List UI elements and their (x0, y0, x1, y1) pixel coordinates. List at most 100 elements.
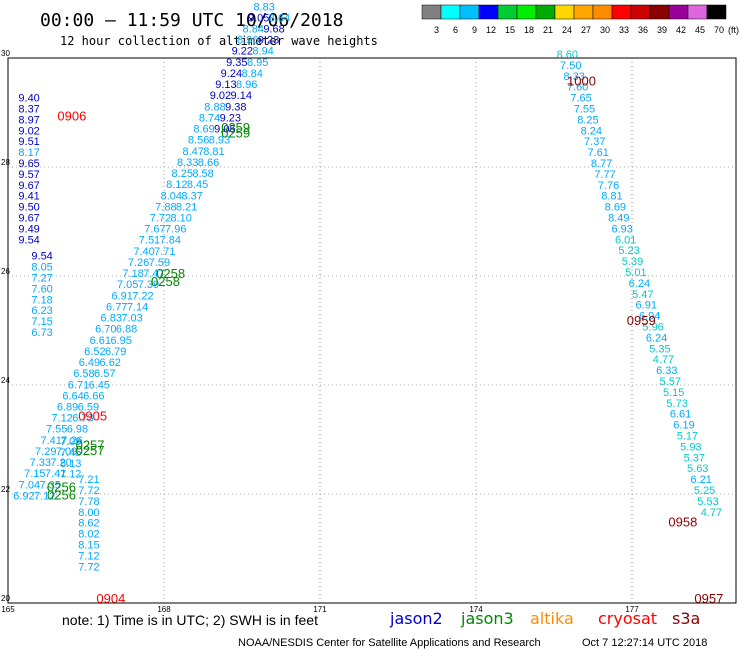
swh-value: 7.78 (78, 496, 99, 508)
footer-credit: NOAA/NESDIS Center for Satellite Applica… (238, 637, 541, 649)
legend: jason2 jason3 altika cryosat s3a (389, 609, 700, 628)
y-tick-label: 28 (1, 158, 10, 167)
swh-value: 8.25 (172, 168, 193, 180)
swh-value: 7.60 (31, 283, 52, 295)
x-tick-label: 171 (313, 605, 327, 614)
time-label: 0258 (151, 274, 180, 289)
swh-value: 5.73 (666, 398, 687, 410)
swh-value: 5.93 (680, 441, 701, 453)
time-label: 0259 (221, 120, 250, 135)
swh-value: 8.97 (18, 114, 39, 126)
swh-value: 9.23 (258, 35, 279, 47)
swh-value: 7.41 (41, 435, 62, 447)
colorbar-swatch (440, 4, 461, 20)
time-label: 0957 (694, 591, 723, 606)
swh-value: 5.53 (697, 496, 718, 508)
swh-value: 9.57 (18, 169, 39, 181)
legend-s3a: s3a (672, 609, 700, 628)
x-tick-label: 168 (157, 605, 171, 614)
swh-value: 7.59 (149, 257, 170, 269)
colorbar-label: 45 (695, 25, 705, 35)
swh-value: 7.21 (78, 474, 99, 486)
swh-value: 6.33 (656, 365, 677, 377)
swh-value: 5.15 (663, 387, 684, 399)
swh-value: 8.81 (203, 146, 224, 158)
swh-value: 7.22 (132, 290, 153, 302)
swh-value: 9.67 (18, 180, 39, 192)
swh-value: 6.52 (84, 346, 105, 358)
swh-value: 7.18 (122, 268, 143, 280)
footer-timestamp: Oct 7 12:27:14 UTC 2018 (582, 637, 707, 649)
swh-value: 5.23 (618, 245, 639, 257)
time-label: 1000 (567, 73, 596, 88)
swh-value: 8.04 (161, 190, 182, 202)
swh-value: 7.09 (56, 446, 77, 458)
swh-value: 8.37 (181, 190, 202, 202)
track-west-lower: 9.548.057.277.607.186.237.156.73 (31, 251, 52, 339)
colorbar-swatch (592, 4, 613, 20)
swh-value: 9.50 (18, 202, 39, 214)
swh-value: 5.39 (622, 256, 643, 268)
legend-jason2: jason2 (389, 609, 443, 628)
colorbar-label: 24 (562, 25, 572, 35)
swh-value: 6.61 (670, 409, 691, 421)
swh-value: 6.57 (94, 368, 115, 380)
colorbar-label: 21 (543, 25, 553, 35)
swh-value: 7.12 (34, 490, 55, 502)
y-tick-label: 22 (1, 485, 10, 494)
swh-value: 6.91 (111, 290, 132, 302)
x-tick-label: 165 (1, 605, 15, 614)
swh-value: 8.12 (166, 179, 187, 191)
swh-value: 7.55 (46, 424, 67, 436)
swh-value: 8.25 (577, 114, 598, 126)
colorbar-swatch (478, 4, 499, 20)
swh-value: 6.24 (646, 332, 667, 344)
colorbar-swatch (649, 4, 670, 20)
swh-value: 7.55 (574, 104, 595, 116)
swh-value: 6.92 (13, 490, 34, 502)
swh-value: 7.76 (598, 180, 619, 192)
swh-value: 4.77 (701, 507, 722, 519)
swh-value: 7.09 (60, 436, 81, 448)
swh-value: 6.98 (67, 424, 88, 436)
swh-value: 8.96 (236, 79, 257, 91)
swh-value: 8.81 (601, 191, 622, 203)
track-s3a: 8.607.508.337.607.657.558.258.247.377.61… (557, 49, 723, 519)
swh-value: 6.93 (612, 223, 633, 235)
swh-value: 7.29 (35, 446, 56, 458)
time-label: 0259 (221, 126, 250, 141)
swh-value: 7.15 (31, 316, 52, 328)
colorbar-label: 36 (638, 25, 648, 35)
footer-note: note: 1) Time is in UTC; 2) SWH is in fe… (62, 612, 318, 628)
colorbar-label: 30 (600, 25, 610, 35)
swh-value: 5.63 (687, 463, 708, 475)
swh-value: 7.39 (138, 279, 159, 291)
swh-value: 7.71 (154, 246, 175, 258)
swh-value: 7.26 (61, 435, 82, 447)
swh-value: 7.88 (155, 201, 176, 213)
swh-value: 7.33 (30, 457, 51, 469)
swh-value: 9.51 (18, 136, 39, 148)
swh-value: 8.17 (18, 147, 39, 159)
plot-area: 165 168 171 174 1772022242628309.408.378.979… (1, 0, 737, 614)
swh-value: 6.62 (100, 357, 121, 369)
time-label: 0958 (668, 515, 697, 530)
swh-value: 9.22 (232, 46, 253, 58)
swh-value: 8.69 (605, 202, 626, 214)
swh-value: 7.12 (51, 413, 72, 425)
swh-value: 6.71 (68, 379, 89, 391)
swh-value: 8.93 (209, 135, 230, 147)
swh-value: 7.72 (150, 213, 171, 225)
swh-value: 8.15 (78, 540, 99, 552)
colorbar-label: 39 (657, 25, 667, 35)
swh-value: 8.84 (241, 68, 262, 80)
swh-value: 8.21 (176, 201, 197, 213)
colorbar-swatch (497, 4, 518, 20)
swh-value: 7.65 (570, 93, 591, 105)
swh-value: 8.66 (198, 157, 219, 169)
swh-value: 7.72 (78, 485, 99, 497)
swh-value: 7.20 (50, 457, 71, 469)
colorbar-swatch (421, 4, 442, 20)
swh-value: 9.24 (221, 68, 242, 80)
swh-value: 6.24 (629, 278, 650, 290)
